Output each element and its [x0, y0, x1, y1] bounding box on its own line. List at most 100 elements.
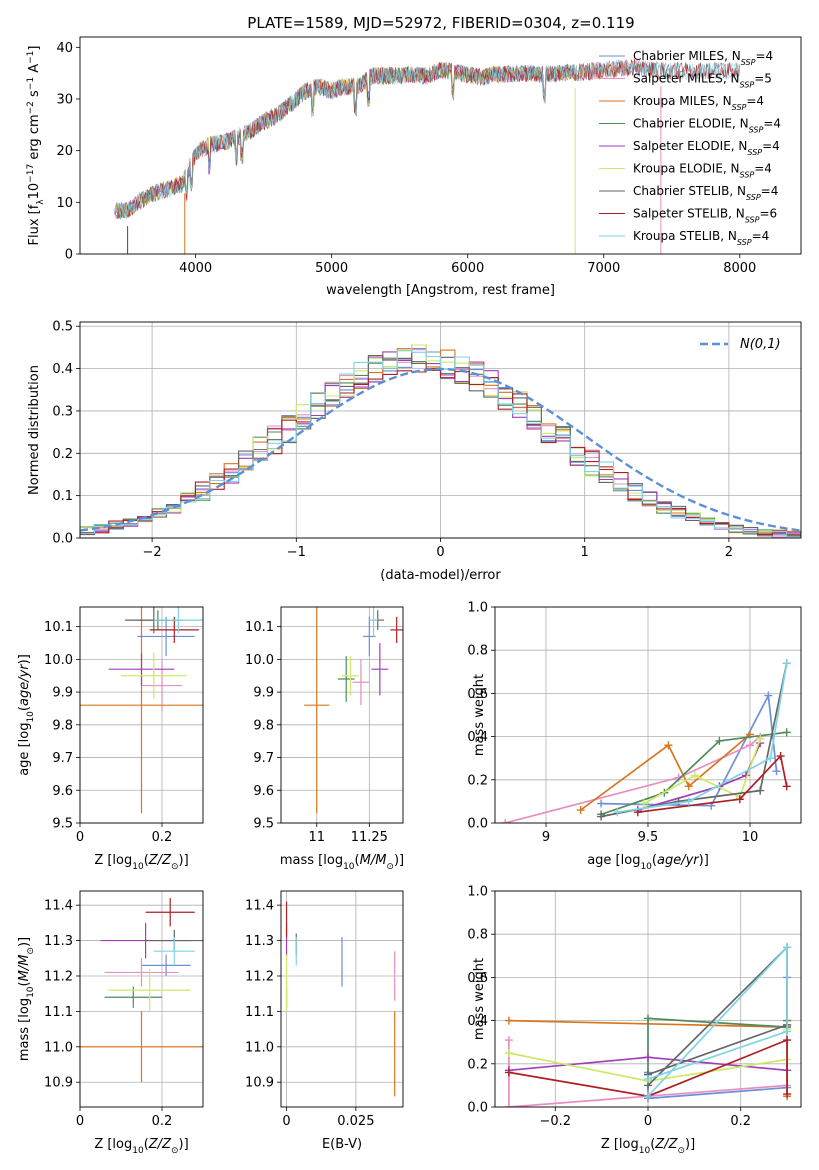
y-tick-label: 1.0 — [467, 885, 488, 900]
y-tick-label: 10.9 — [44, 1076, 73, 1091]
x-axis-label: Z [log10(Z/Z⊙)] — [601, 1137, 695, 1156]
y-tick-label: 10.0 — [44, 653, 73, 668]
y-tick-label: 0.5 — [52, 320, 73, 335]
mass_weight_z-lines — [504, 943, 792, 1107]
y-tick-label: 11.1 — [44, 1005, 73, 1020]
x-tick-label: 8000 — [723, 261, 756, 276]
mass-weight-marker — [639, 799, 648, 808]
x-axis-label: Z [log10(Z/Z⊙)] — [94, 1137, 188, 1156]
x-tick-label: 0.2 — [152, 1114, 173, 1129]
x-tick-label: −1 — [287, 545, 306, 560]
mass-weight-marker — [504, 1049, 513, 1057]
spectrum-legend: Chabrier MILES, NSSP=4 Salpeter MILES, NS… — [599, 49, 781, 247]
x-axis-label: E(B-V) — [322, 1137, 362, 1152]
spectrum-series-line — [113, 59, 658, 217]
x-tick-label: 0.2 — [152, 830, 173, 845]
y-axis-label: Flux [fλ10−17 erg cm−2 s−1 A−1] — [26, 46, 46, 246]
y-tick-label: 9.7 — [253, 751, 274, 766]
mass_vs_ebv-panel: 0 0.025 10.9 11.0 11.1 11.2 11.3 11.4 — [245, 891, 403, 1129]
legend-entry: Chabrier ELODIE, NSSP=4 — [633, 117, 781, 135]
y-tick-label: 40 — [56, 41, 73, 56]
mass-weight-marker — [501, 819, 510, 823]
y-tick-label: 0.3 — [52, 404, 73, 419]
mass-weight-marker — [576, 806, 585, 815]
mass-weight-marker — [644, 1074, 652, 1083]
mass_vs_ebv-errorbars — [285, 901, 396, 1097]
y-tick-label: 9.6 — [52, 784, 73, 799]
legend-entry: Kroupa MILES, NSSP=4 — [633, 94, 764, 112]
mass-weight-marker — [504, 1103, 513, 1107]
mass-weight-marker — [644, 1092, 652, 1101]
mass-weight-line — [617, 663, 788, 814]
mass-weight-marker — [756, 786, 765, 795]
legend-entry: Salpeter ELODIE, NSSP=4 — [633, 139, 780, 157]
mass-weight-marker — [772, 767, 781, 776]
mass-weight-marker — [782, 782, 791, 791]
x-axis-label: age [log10(age/yr)] — [587, 853, 709, 872]
y-tick-label: 9.6 — [253, 784, 274, 799]
spectrum-series-line — [114, 59, 658, 219]
y-tick-label: 10.9 — [245, 1076, 274, 1091]
mass-weight-marker — [766, 754, 775, 763]
x-tick-label: 6000 — [451, 261, 484, 276]
mass-weight-line — [580, 733, 751, 811]
mass-weight-marker — [664, 741, 673, 750]
mass_weight_age-lines — [501, 659, 791, 823]
y-tick-label: 9.5 — [52, 817, 73, 832]
mass-weight-marker — [690, 771, 699, 780]
y-tick-label: 11.0 — [245, 1040, 274, 1055]
age_vs_mass-panel: 11 11.25 9.5 9.6 9.7 9.8 9.9 10.0 10.1 — [245, 607, 403, 845]
y-tick-label: 10.1 — [245, 620, 274, 635]
x-tick-label: 1 — [581, 545, 589, 560]
x-tick-label: 0.025 — [337, 1114, 374, 1129]
axes-frame — [494, 606, 802, 824]
mass-weight-marker — [756, 734, 765, 743]
mass-weight-line — [600, 731, 787, 816]
axes-frame — [79, 36, 802, 255]
x-tick-label: 0 — [644, 1114, 652, 1129]
y-tick-label: 0.8 — [467, 928, 488, 943]
figure-title: PLATE=1589, MJD=52972, FIBERID=0304, z=0… — [247, 14, 634, 32]
mass_vs_z-panel: 0 0.2 10.9 11.0 11.1 11.2 11.3 11.4 — [44, 891, 203, 1129]
y-tick-label: 11.4 — [245, 899, 274, 914]
x-tick-label: 9.5 — [638, 830, 659, 845]
mass_vs_z-errorbars — [80, 898, 203, 1083]
y-tick-label: 11.1 — [245, 1005, 274, 1020]
y-tick-label: 0.8 — [467, 644, 488, 659]
y-tick-label: 0.1 — [52, 489, 73, 504]
y-tick-label: 11.3 — [245, 934, 274, 949]
mass_weight_z-panel: −0.2 0 0.2 0.0 0.2 0.4 0.6 0.8 1.0 — [467, 885, 801, 1129]
mass-weight-marker — [715, 736, 724, 745]
axes-frame — [280, 890, 404, 1108]
mass-weight-marker — [684, 782, 693, 791]
spectrum-series-line — [116, 59, 740, 219]
y-tick-label: 0.2 — [52, 447, 73, 462]
mass_weight_age-panel: 9 9.5 10 0.0 0.2 0.4 0.6 0.8 1.0 — [467, 601, 801, 845]
y-tick-label: 0.0 — [52, 532, 73, 547]
y-tick-label: 0 — [65, 248, 73, 263]
y-tick-label: 10 — [56, 196, 73, 211]
spectrum-lines — [113, 58, 740, 254]
mass-weight-line — [647, 945, 788, 1087]
mass-weight-marker — [613, 808, 622, 817]
x-tick-label: −0.2 — [539, 1114, 571, 1129]
y-tick-label: 10.1 — [44, 620, 73, 635]
mass-weight-marker — [764, 691, 773, 700]
y-tick-label: 11.2 — [245, 969, 274, 984]
mass-weight-marker — [504, 1068, 513, 1077]
y-tick-label: 9.8 — [52, 718, 73, 733]
x-tick-label: 2 — [725, 545, 733, 560]
mass-weight-marker — [674, 797, 683, 806]
x-tick-label: 0 — [76, 1114, 84, 1129]
y-tick-label: 9.9 — [253, 686, 274, 701]
y-tick-label: 0.6 — [467, 687, 488, 702]
x-axis-label: mass [log10(M/M⊙)] — [280, 853, 404, 872]
x-tick-label: 11.25 — [351, 830, 388, 845]
x-tick-label: 4000 — [179, 261, 212, 276]
y-tick-label: 9.9 — [52, 686, 73, 701]
y-tick-label: 0.4 — [52, 362, 73, 377]
y-axis-label: mass [log10(M/M⊙)] — [17, 937, 36, 1061]
y-tick-label: 0.2 — [467, 1057, 488, 1072]
mass-weight-marker — [504, 1016, 513, 1025]
